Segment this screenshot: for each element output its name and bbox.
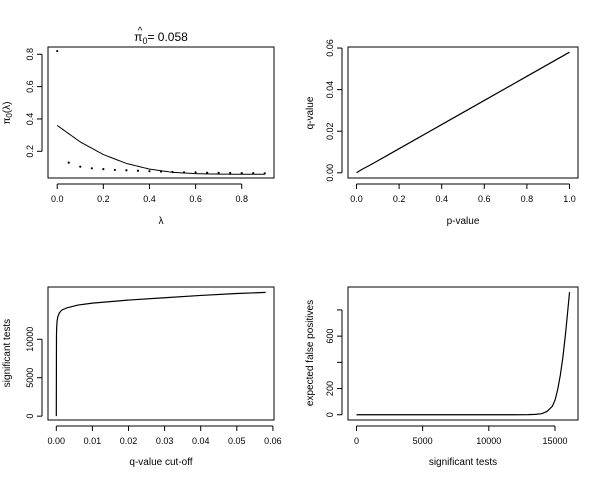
x-axis-label: q-value cut-off (129, 457, 192, 468)
x-tick-label: 0.05 (228, 436, 246, 446)
data-point (136, 169, 140, 172)
ylabel-pi: π (2, 118, 13, 125)
x-tick-label: 0.02 (120, 436, 138, 446)
y-axis-label: significant tests (2, 319, 13, 387)
false-positives-panel: 0 5000 10000 15000 0 200 600 significant test… (305, 286, 579, 468)
data-point (217, 171, 220, 174)
x-tick-label: 0.03 (156, 436, 174, 446)
data-point (56, 49, 59, 53)
significant-tests-line (55, 291, 266, 417)
x-tick-label: 0.01 (84, 436, 102, 446)
x-tick-label: 0.8 (235, 194, 248, 204)
plot-frame (47, 286, 275, 421)
y-tick-label: 0.06 (325, 39, 335, 57)
data-point (206, 171, 209, 174)
y-tick-label: 5000 (25, 368, 35, 388)
data-point (90, 167, 93, 170)
y-ticks: 0 200 600 (325, 309, 343, 417)
y-tick-label: 200 (325, 381, 335, 396)
x-tick-label: 15000 (542, 436, 567, 446)
y-axis-label: expected false positives (305, 300, 316, 406)
x-tick-label: 0.0 (350, 194, 363, 204)
x-tick-label: 0.4 (143, 194, 156, 204)
y-tick-label: 0.02 (325, 122, 335, 140)
x-tick-label: 0.2 (393, 194, 406, 204)
y-tick-label: 0.8 (25, 48, 35, 61)
y-tick-label: 0.00 (325, 164, 335, 182)
x-axis-label: p-value (447, 216, 480, 227)
false-positives-line (356, 292, 571, 416)
title-pi: π (134, 30, 142, 44)
data-point (229, 171, 232, 175)
x-tick-label: 0.00 (48, 436, 66, 446)
plot-title: π0= 0.058 (134, 30, 188, 46)
x-tick-label: 0 (354, 436, 359, 446)
pi0-panel: 0.0 0.2 0.4 0.6 0.8 0.20.40.60.8 π0= 0.058 ^… (2, 26, 275, 227)
x-tick-label: 0.2 (97, 194, 110, 204)
data-point (194, 171, 197, 174)
x-tick-label: 0.4 (435, 194, 448, 204)
y-tick-label: 0.2 (25, 145, 35, 158)
y-tick-label: 0.6 (25, 80, 35, 93)
x-tick-label: 5000 (413, 436, 433, 446)
y-ticks: 0.2 0.4 0.6 0.8 (25, 48, 43, 158)
pi0-points (56, 49, 266, 175)
data-point (113, 168, 116, 172)
y-ticks: 0.00 0.02 0.04 0.06 (325, 39, 343, 182)
data-point (252, 172, 255, 175)
y-axis-label: π0(λ) (2, 101, 14, 124)
y-tick-label: 0.04 (325, 81, 335, 99)
plot-frame (47, 46, 275, 179)
title-value: = 0.058 (147, 30, 188, 44)
y-tick-label: 0 (25, 414, 35, 419)
x-tick-label: 1.0 (563, 194, 576, 204)
plot-frame (347, 286, 579, 421)
x-tick-label: 0.8 (521, 194, 534, 204)
data-point (240, 172, 243, 175)
pi0-smoother-line (56, 125, 265, 175)
y-tick-label: 600 (325, 329, 335, 344)
y-ticks: 0 5000 10000 (25, 327, 43, 419)
x-tick-label: 0.06 (264, 436, 282, 446)
title-hat: ^ (138, 26, 143, 37)
y-tick-label: 0 (325, 412, 335, 417)
data-point (79, 165, 82, 168)
qvalue-line (356, 51, 570, 174)
y-tick-label: 10000 (25, 327, 35, 352)
title-sub: 0 (142, 36, 147, 46)
data-point (67, 161, 70, 164)
x-axis-label: λ (159, 216, 164, 227)
x-tick-label: 10000 (476, 436, 501, 446)
data-point (102, 168, 105, 171)
x-ticks: 0.0 0.2 0.4 0.6 0.8 1.0 (350, 183, 576, 204)
x-ticks: 0 5000 10000 15000 (354, 425, 567, 446)
plot-frame (347, 46, 579, 179)
qvalue-vs-pvalue-panel: 0.0 0.2 0.4 0.6 0.8 1.0 0.00 0.02 0.04 0.06 p-va… (305, 39, 579, 227)
ylabel-lambda: (λ) (2, 101, 13, 113)
x-tick-label: 0.6 (478, 194, 491, 204)
data-point (148, 170, 151, 173)
x-tick-label: 0.04 (192, 436, 210, 446)
x-tick-label: 0.0 (51, 194, 64, 204)
data-point (125, 169, 128, 172)
x-tick-label: 0.6 (189, 194, 202, 204)
significant-tests-panel: 0.00 0.01 0.02 0.03 0.04 0.05 0.06 0500010000 … (2, 286, 282, 468)
ylabel-sub: 0 (5, 113, 14, 118)
x-ticks: 0.0 0.2 0.4 0.6 0.8 (51, 183, 248, 204)
y-tick-label: 0.4 (25, 113, 35, 126)
x-ticks: 0.00 0.01 0.02 0.03 0.04 0.05 0.06 (48, 425, 282, 446)
y-axis-label: q-value (305, 96, 316, 129)
x-axis-label: significant tests (429, 457, 497, 468)
